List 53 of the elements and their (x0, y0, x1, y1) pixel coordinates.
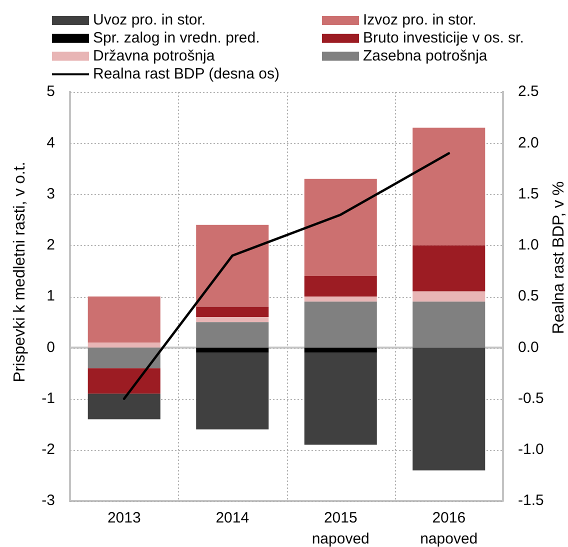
bar (196, 322, 269, 348)
y-axis-title: Prispevki k medletni rasti, v o.t. (11, 162, 28, 382)
bar (196, 352, 269, 430)
bar (88, 368, 160, 394)
y2-tick-label: -0.5 (518, 390, 544, 407)
legend-label: Realna rast BDP (desna os) (93, 65, 280, 82)
bar (412, 245, 486, 292)
bar (304, 352, 377, 445)
bar (196, 224, 269, 307)
y-tick-label: -2 (42, 441, 55, 458)
legend-label: Spr. zalog in vredn. pred. (93, 30, 260, 47)
y-tick-label: 0 (46, 338, 55, 356)
y2-tick-label: 1.0 (518, 236, 539, 254)
y-tick-label: -1 (42, 390, 55, 407)
y2-axis-title: Realna rast BDP, v % (550, 181, 568, 334)
bar (412, 348, 486, 470)
y2-tick-label: 2.5 (518, 83, 539, 100)
y-tick-label: 1 (46, 288, 55, 305)
legend-label: Bruto investicije v os. sr. (363, 30, 524, 47)
y2-tick-label: 0.0 (518, 338, 539, 356)
x-tick-label: 2013 (107, 510, 141, 527)
bar (196, 306, 269, 317)
bar (304, 348, 377, 353)
y2-tick-label: 2.0 (518, 134, 539, 152)
y-tick-label: 4 (46, 134, 55, 152)
bar (88, 394, 160, 420)
bar (412, 302, 486, 348)
bar (88, 296, 160, 343)
y-tick-label: 2 (46, 236, 55, 254)
legend-label: Izvoz pro. in stor. (363, 12, 476, 29)
x-tick-label: 2015 napoved (312, 510, 370, 547)
y2-tick-label: -1.0 (518, 441, 544, 458)
bar (304, 296, 377, 302)
y-tick-label: 5 (46, 83, 55, 100)
bar (304, 178, 377, 276)
y-tick-label: -3 (42, 492, 55, 510)
x-tick-label: 2014 (216, 510, 250, 527)
legend-label: Državna potrošnja (93, 47, 216, 64)
y2-tick-label: -1.5 (518, 492, 544, 510)
y2-tick-label: 0.5 (518, 288, 539, 305)
bar (412, 291, 486, 302)
bar (196, 348, 269, 353)
y-tick-label: 3 (46, 185, 55, 202)
bar (304, 276, 377, 296)
bar (304, 302, 377, 348)
legend-label: Uvoz pro. in stor. (93, 12, 206, 29)
x-tick-label: 2016 napoved (420, 510, 478, 547)
bar (88, 348, 160, 368)
bar (412, 128, 486, 246)
bar (196, 316, 269, 322)
legend-label: Zasebna potrošnja (363, 47, 488, 64)
y2-tick-label: 1.5 (518, 185, 539, 202)
bar (88, 342, 160, 348)
